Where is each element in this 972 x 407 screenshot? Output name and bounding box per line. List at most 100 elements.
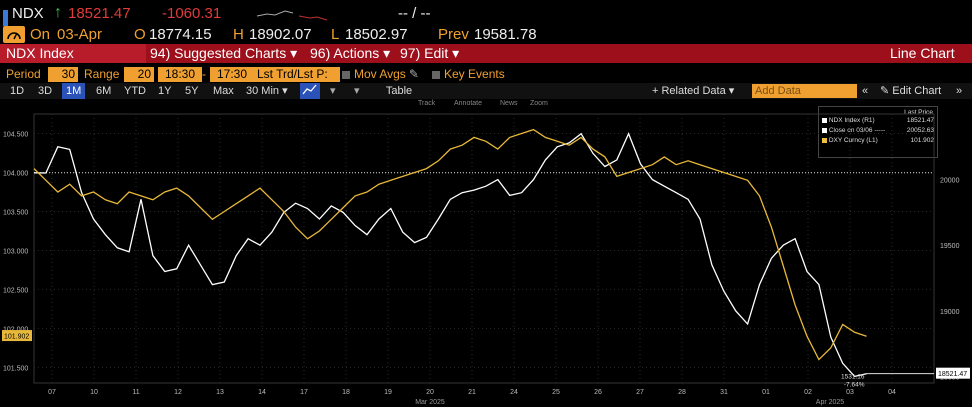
high-value: 18902.07 xyxy=(249,26,312,43)
actions-menu[interactable]: 96) Actions ▾ xyxy=(310,45,391,61)
month-label: Mar 2025 xyxy=(415,399,445,406)
menu-bar: NDX Index 94) Suggested Charts ▾ 96) Act… xyxy=(0,44,972,63)
x-tick-label: 07 xyxy=(48,389,56,396)
last-price: 18521.47 xyxy=(68,5,131,22)
checkbox-icon xyxy=(432,70,440,79)
left-axis-tick: 104.000 xyxy=(3,170,28,177)
edit-menu[interactable]: 97) Edit ▾ xyxy=(400,45,460,61)
x-tick-label: 25 xyxy=(552,389,560,396)
chart-type-label[interactable]: Line Chart xyxy=(890,45,955,61)
chart-legend: Last Price NDX Index (R1) 18521.47 Close… xyxy=(818,106,938,158)
ticker-symbol[interactable]: NDX xyxy=(12,5,44,22)
ticker-marker xyxy=(3,10,8,26)
right-axis-tick: 19500 xyxy=(940,243,960,250)
zoom-tool[interactable]: Zoom xyxy=(530,100,548,107)
news-tool[interactable]: News xyxy=(500,100,518,107)
x-tick-label: 20 xyxy=(426,389,434,396)
x-tick-label: 18 xyxy=(342,389,350,396)
legend-name: NDX Index (R1) xyxy=(828,117,875,124)
left-axis-tick: 102.000 xyxy=(3,326,28,333)
legend-swatch xyxy=(822,127,827,133)
legend-name: Close on 03/06 ----- xyxy=(828,127,886,134)
time-dash: - xyxy=(202,67,206,81)
ohlc-bar: On 03-Apr O 18774.15 H 18902.07 L 18502.… xyxy=(0,25,972,45)
suggested-charts-menu[interactable]: 94) Suggested Charts ▾ xyxy=(150,45,298,61)
time-from-input[interactable]: 18:30 xyxy=(158,67,202,82)
speedometer-icon[interactable] xyxy=(3,26,25,43)
edit-chart-button[interactable]: ✎ Edit Chart xyxy=(880,85,942,97)
add-data-input[interactable]: Add Data xyxy=(752,84,857,98)
x-tick-label: 19 xyxy=(384,389,392,396)
right-current-tag-text: 18521.47 xyxy=(938,371,967,378)
time-to-input[interactable]: 17:30 xyxy=(210,67,254,82)
x-tick-label: 24 xyxy=(510,389,518,396)
collapse-icon[interactable]: « xyxy=(862,85,869,97)
legend-header: Last Price xyxy=(904,109,933,116)
line-chart-icon[interactable] xyxy=(300,83,320,99)
sparkline-icon xyxy=(256,10,328,21)
key-events-toggle[interactable]: Key Events xyxy=(432,67,505,81)
range-6m-button[interactable]: 6M xyxy=(96,85,112,97)
x-tick-label: 28 xyxy=(678,389,686,396)
mov-avgs-label: Mov Avgs xyxy=(354,67,406,81)
period-input[interactable]: 30 xyxy=(48,67,78,82)
interval-select[interactable]: 30 Min ▾ xyxy=(246,85,288,97)
range-5y-button[interactable]: 5Y xyxy=(185,85,199,97)
x-tick-label: 02 xyxy=(804,389,812,396)
last-trade-select[interactable]: Lst Trd/Lst P: xyxy=(254,67,340,82)
draw-dropdown-icon[interactable]: ▾ xyxy=(354,85,360,97)
legend-name: DXY Curncy (L1) xyxy=(828,137,878,144)
high-label: H xyxy=(233,26,244,43)
security-field[interactable]: NDX Index xyxy=(0,44,146,63)
left-axis-tick: 104.500 xyxy=(3,131,28,138)
x-tick-label: 17 xyxy=(300,389,308,396)
annotation-value: 1531.16 xyxy=(841,374,865,381)
annotation-pct: -7.64% xyxy=(844,382,865,389)
x-tick-label: 04 xyxy=(888,389,896,396)
quote-bar: NDX ↑ 18521.47 -1060.31 -- / -- xyxy=(0,4,972,26)
x-tick-label: 01 xyxy=(762,389,770,396)
related-data-button[interactable]: + Related Data ▾ xyxy=(652,85,735,97)
range-label: Range xyxy=(84,67,120,81)
x-tick-label: 03 xyxy=(846,389,854,396)
prev-label: Prev xyxy=(438,26,469,43)
table-button[interactable]: Table xyxy=(385,85,413,97)
month-label: Apr 2025 xyxy=(816,399,845,406)
x-tick-label: 14 xyxy=(258,389,266,396)
track-tool[interactable]: Track xyxy=(418,100,436,107)
annotate-tool[interactable]: Annotate xyxy=(454,100,483,107)
x-tick-label: 26 xyxy=(594,389,602,396)
checkbox-icon xyxy=(342,70,350,79)
low-label: L xyxy=(331,26,340,43)
chart-style-dropdown-icon[interactable]: ▾ xyxy=(330,85,336,97)
range-ytd-button[interactable]: YTD xyxy=(124,85,146,97)
period-label: Period xyxy=(6,67,41,81)
x-tick-label: 10 xyxy=(90,389,98,396)
range-1m-button[interactable]: 1M xyxy=(62,83,86,99)
range-1y-button[interactable]: 1Y xyxy=(158,85,172,97)
left-current-tag-text: 101.902 xyxy=(4,334,29,341)
range-max-button[interactable]: Max xyxy=(213,85,234,97)
range-3d-button[interactable]: 3D xyxy=(38,85,53,97)
legend-value: 20052.63 xyxy=(906,127,934,134)
bid-ask: -- / -- xyxy=(398,5,431,22)
left-current-tag xyxy=(2,330,32,342)
left-axis-tick: 102.500 xyxy=(3,287,28,294)
toolbar: 1D 3D 1M 6M YTD 1Y 5Y Max 30 Min ▾ ▾ ▾ T… xyxy=(0,83,972,99)
ndx-series-line xyxy=(33,132,867,378)
x-tick-label: 27 xyxy=(636,389,644,396)
x-tick-label: 11 xyxy=(132,389,139,396)
mov-avgs-toggle[interactable]: Mov Avgs ✎ xyxy=(342,67,419,81)
expand-icon[interactable]: » xyxy=(956,85,963,97)
prev-value: 19581.78 xyxy=(474,26,537,43)
x-tick-label: 21 xyxy=(468,389,476,396)
range-input[interactable]: 20 xyxy=(124,67,154,82)
price-chart[interactable]: 07 10 11 12 13 14 17 18 19 20 21 24 25 26 27 28 31 01 02 03… xyxy=(0,100,972,407)
legend-value: 101.902 xyxy=(910,137,935,144)
legend-swatch xyxy=(822,137,827,143)
left-axis-tick: 101.500 xyxy=(3,365,28,372)
dxy-series-line xyxy=(33,128,867,361)
x-tick-label: 31 xyxy=(720,389,728,396)
range-1d-button[interactable]: 1D xyxy=(10,85,25,97)
right-current-tag xyxy=(936,367,970,379)
